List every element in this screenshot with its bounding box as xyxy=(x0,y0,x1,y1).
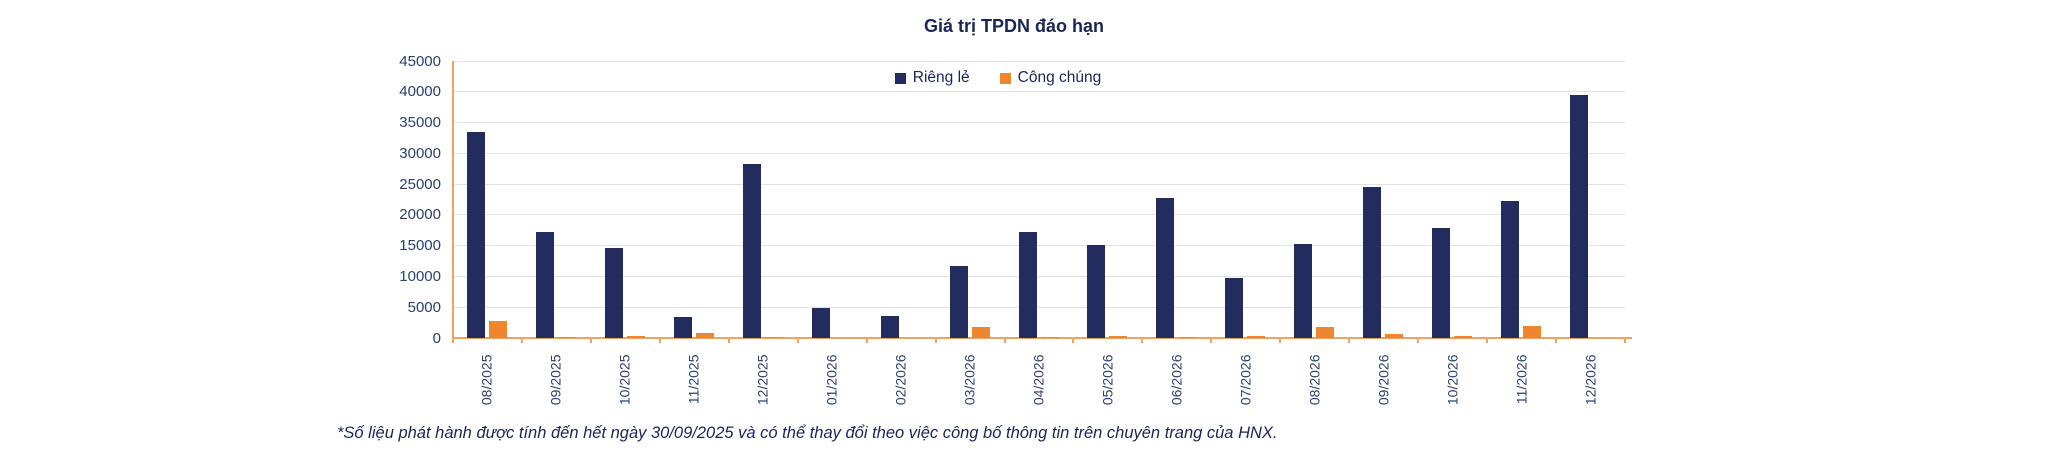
bar-c-ng-ch-ng-09-2026 xyxy=(1385,334,1404,338)
bar-c-ng-ch-ng-10-2025 xyxy=(626,335,645,338)
x-axis-tick xyxy=(658,338,661,343)
x-axis-tick xyxy=(452,338,454,343)
y-axis-tick-label: 40000 xyxy=(399,83,441,101)
x-axis-category-label: 03/2026 xyxy=(961,354,978,406)
bar-ri-ng-l-10-2025 xyxy=(604,248,623,338)
bar-ri-ng-l-01-2026 xyxy=(811,307,830,338)
x-axis-category-label: 11/2025 xyxy=(685,354,702,405)
bar-c-ng-ch-ng-12-2025 xyxy=(764,337,783,338)
gridline-40000 xyxy=(453,91,1625,93)
gridline-10000 xyxy=(453,275,1625,277)
bar-c-ng-ch-ng-08-2026 xyxy=(1316,326,1335,338)
bar-ri-ng-l-03-2026 xyxy=(949,265,968,338)
x-axis-category-label: 09/2026 xyxy=(1375,354,1392,406)
bar-ri-ng-l-06-2026 xyxy=(1156,197,1175,338)
x-axis-category-label: 05/2026 xyxy=(1099,354,1116,406)
x-axis-tick xyxy=(1348,338,1351,343)
bar-c-ng-ch-ng-08-2025 xyxy=(489,321,507,338)
y-axis-tick-label: 10000 xyxy=(399,267,441,285)
y-axis-tick-label: 15000 xyxy=(399,237,441,255)
x-axis-category-label: 08/2025 xyxy=(478,354,495,406)
bar-c-ng-ch-ng-11-2025 xyxy=(695,333,714,338)
gridline-20000 xyxy=(453,214,1625,216)
bar-c-ng-ch-ng-10-2026 xyxy=(1454,335,1473,338)
gridline-35000 xyxy=(453,122,1625,124)
chart-title: Giá trị TPDN đáo hạn xyxy=(923,16,1105,36)
bar-c-ng-ch-ng-07-2026 xyxy=(1247,335,1266,338)
x-axis-tick xyxy=(727,338,730,343)
bar-ri-ng-l-05-2026 xyxy=(1087,245,1106,338)
bar-c-ng-ch-ng-04-2026 xyxy=(1040,337,1059,338)
legend-item-ri-ng-l: Riêng lẻ xyxy=(894,69,970,87)
x-axis-tick xyxy=(520,338,523,343)
x-axis-tick xyxy=(1555,338,1558,343)
x-axis-tick xyxy=(1624,338,1626,343)
x-axis-tick xyxy=(1141,338,1144,343)
legend-label: Riêng lẻ xyxy=(912,69,970,86)
gridline-25000 xyxy=(453,183,1625,185)
bar-ri-ng-l-04-2026 xyxy=(1018,231,1037,338)
x-axis-category-label: 09/2025 xyxy=(547,354,564,406)
y-axis-tick-label: 20000 xyxy=(399,206,441,224)
x-axis-category-label: 10/2026 xyxy=(1444,354,1461,406)
y-axis-tick-label: 0 xyxy=(432,329,441,347)
gridline-15000 xyxy=(453,245,1625,247)
bar-ri-ng-l-12-2025 xyxy=(742,163,761,338)
x-axis-tick xyxy=(589,338,592,343)
bar-ri-ng-l-08-2025 xyxy=(467,131,485,338)
x-axis-tick xyxy=(796,338,799,343)
footnote: *Số liệu phát hành được tính đến hết ngà… xyxy=(337,424,1278,442)
bar-ri-ng-l-12-2026 xyxy=(1570,94,1589,338)
bar-c-ng-ch-ng-03-2026 xyxy=(971,326,990,338)
bar-ri-ng-l-11-2026 xyxy=(1501,200,1520,338)
legend-item-c-ng-ch-ng: Công chúng xyxy=(999,69,1102,87)
gridline-30000 xyxy=(453,152,1625,154)
x-axis-tick xyxy=(1417,338,1420,343)
bar-ri-ng-l-02-2026 xyxy=(880,316,899,338)
x-axis-category-label: 06/2026 xyxy=(1168,354,1185,406)
bar-ri-ng-l-08-2026 xyxy=(1294,244,1313,338)
bar-c-ng-ch-ng-11-2026 xyxy=(1523,325,1542,338)
bar-ri-ng-l-09-2026 xyxy=(1363,186,1382,338)
x-axis-line xyxy=(452,337,1632,339)
x-axis-category-label: 11/2026 xyxy=(1513,354,1530,405)
bar-ri-ng-l-10-2026 xyxy=(1432,227,1451,338)
x-axis-category-label: 08/2026 xyxy=(1306,354,1323,406)
y-axis-tick-label: 30000 xyxy=(399,144,441,162)
legend-label: Công chúng xyxy=(1017,69,1102,86)
x-axis-category-label: 02/2026 xyxy=(892,354,909,406)
y-axis-tick-label: 35000 xyxy=(399,114,441,132)
gridline-45000 xyxy=(453,60,1625,62)
x-axis-category-label: 10/2025 xyxy=(616,354,633,406)
y-axis-tick-label: 45000 xyxy=(399,52,441,70)
bar-c-ng-ch-ng-05-2026 xyxy=(1109,336,1128,338)
x-axis-category-label: 07/2026 xyxy=(1237,354,1254,406)
x-axis-tick xyxy=(1486,338,1489,343)
chart-legend: Riêng lẻ Công chúng xyxy=(453,69,1543,87)
x-axis-tick xyxy=(1072,338,1075,343)
x-axis-category-label: 04/2026 xyxy=(1030,354,1047,406)
bar-ri-ng-l-09-2025 xyxy=(535,231,554,338)
gridline-5000 xyxy=(453,306,1625,308)
x-axis-tick xyxy=(1003,338,1006,343)
bar-c-ng-ch-ng-06-2026 xyxy=(1178,337,1197,338)
y-axis-tick-label: 5000 xyxy=(407,298,441,316)
x-axis-tick xyxy=(865,338,868,343)
x-axis-category-label: 12/2025 xyxy=(754,354,771,406)
x-axis-category-label: 12/2026 xyxy=(1582,354,1599,406)
x-axis-tick xyxy=(1210,338,1213,343)
bar-ri-ng-l-07-2026 xyxy=(1225,277,1244,338)
y-axis-tick-label: 25000 xyxy=(399,175,441,193)
x-axis-category-label: 01/2026 xyxy=(823,354,840,406)
legend-swatch-icon xyxy=(999,72,1011,84)
y-axis-line xyxy=(452,61,454,338)
legend-swatch-icon xyxy=(894,72,906,84)
bar-c-ng-ch-ng-09-2025 xyxy=(557,337,576,338)
x-axis-tick xyxy=(934,338,937,343)
x-axis-tick xyxy=(1279,338,1282,343)
bar-ri-ng-l-11-2025 xyxy=(673,317,692,338)
